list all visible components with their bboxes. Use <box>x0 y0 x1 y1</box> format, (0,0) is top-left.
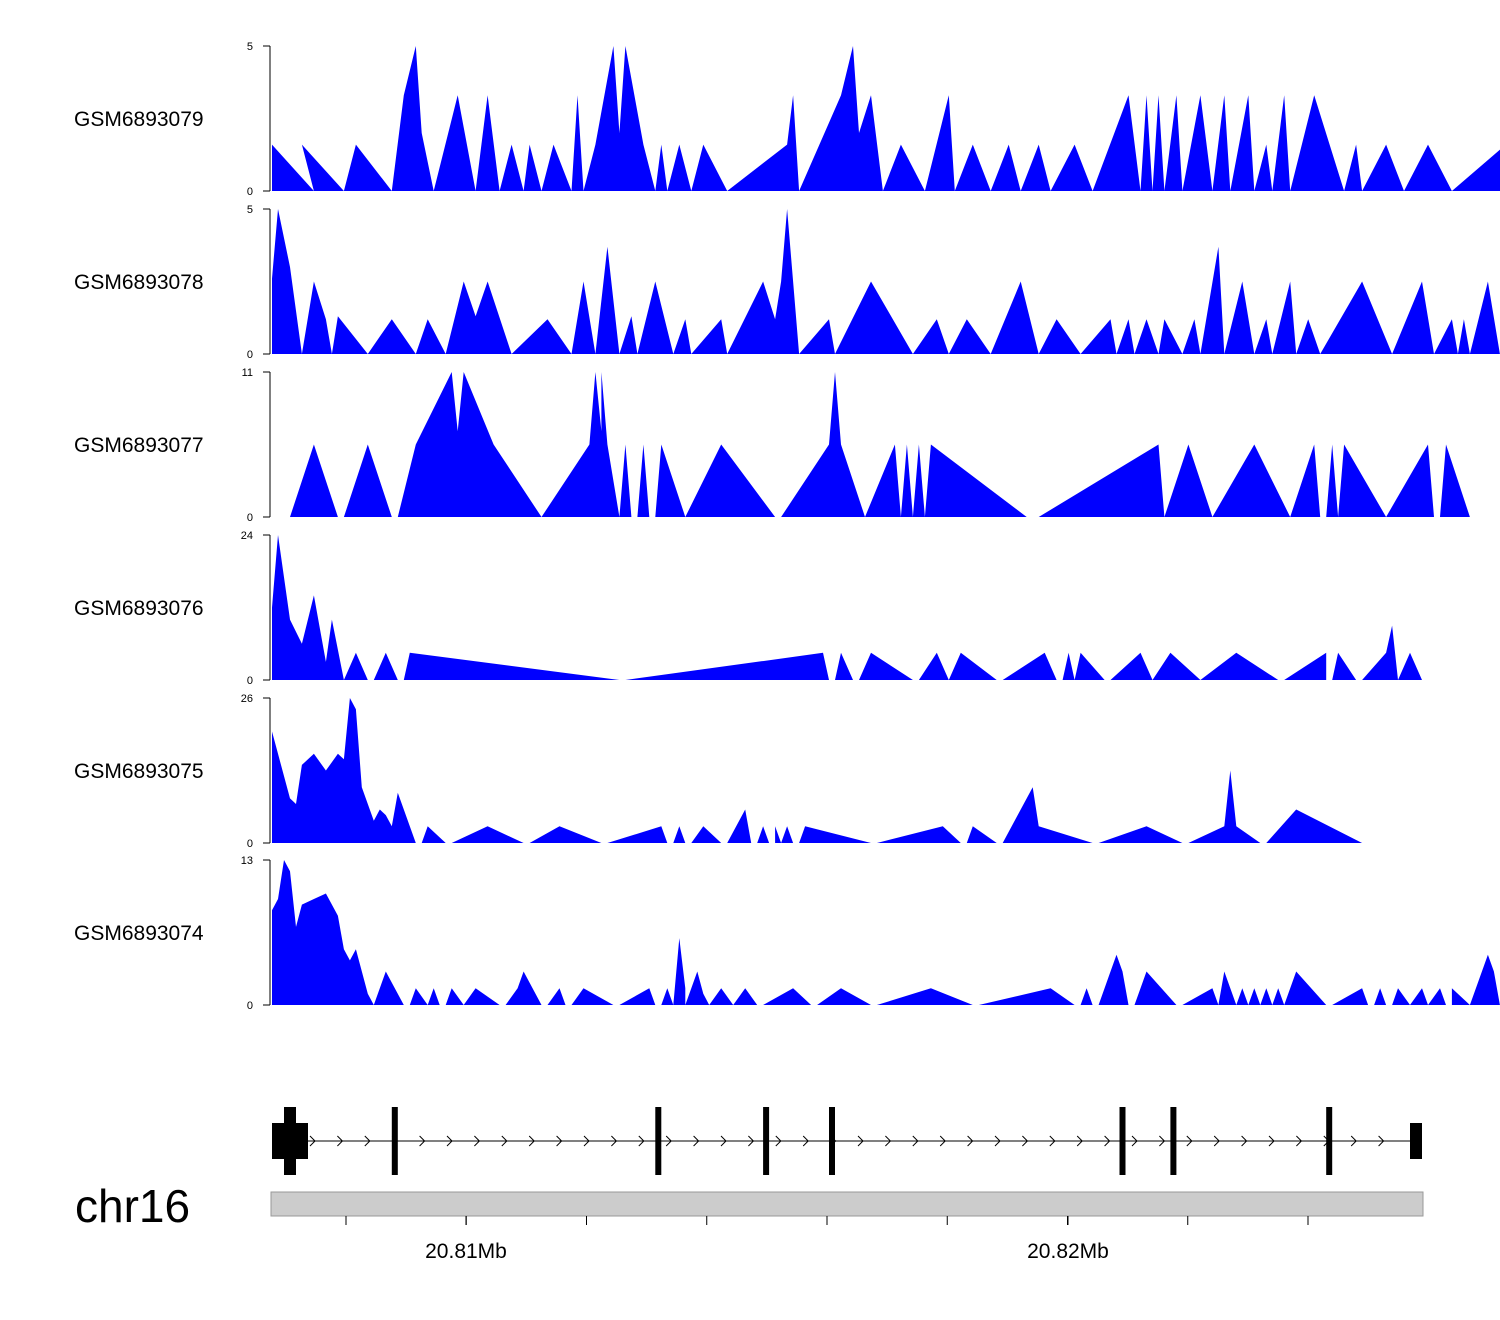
track-GSM6893077: GSM6893077 11 0 <box>74 367 1470 524</box>
strand-arrow <box>528 1135 535 1147</box>
strand-arrow <box>994 1135 1001 1147</box>
coverage-area-GSM6893077 <box>290 372 1470 517</box>
gene-model-track <box>272 1107 1422 1175</box>
exon-cds <box>655 1107 662 1175</box>
exon-cds <box>1170 1107 1177 1175</box>
track-label: GSM6893079 <box>74 108 204 131</box>
track-GSM6893075: GSM6893075 26 0 <box>74 693 1363 850</box>
strand-arrow <box>583 1135 590 1147</box>
track-GSM6893079: GSM6893079 5 0 <box>74 41 1500 198</box>
y-tick-label-min: 0 <box>247 675 253 687</box>
coverage-tracks: GSM689307950GSM689307850GSM6893077110GSM… <box>74 41 1500 1012</box>
strand-arrow <box>665 1135 672 1147</box>
strand-arrow <box>474 1135 481 1147</box>
strand-arrow <box>1268 1135 1275 1147</box>
strand-arrow <box>1159 1135 1166 1147</box>
coverage-area-GSM6893075 <box>272 698 1363 843</box>
coverage-area-GSM6893079 <box>272 46 1500 191</box>
strand-arrow <box>501 1135 508 1147</box>
exon-cds <box>391 1107 398 1175</box>
strand-arrow <box>720 1135 727 1147</box>
x-tick-label: 20.81Mb <box>425 1240 507 1263</box>
y-tick-label-min: 0 <box>247 512 253 524</box>
track-label: GSM6893078 <box>74 271 204 294</box>
strand-arrow <box>885 1135 892 1147</box>
y-tick-label-max: 24 <box>241 530 253 542</box>
strand-arrow <box>419 1135 426 1147</box>
strand-arrow <box>1241 1135 1248 1147</box>
strand-arrow <box>1131 1135 1138 1147</box>
track-label: GSM6893077 <box>74 434 204 457</box>
strand-arrow <box>802 1135 809 1147</box>
coverage-area-GSM6893076 <box>272 535 1422 680</box>
strand-arrow <box>748 1135 755 1147</box>
x-tick-label: 20.82Mb <box>1027 1240 1109 1263</box>
strand-arrow <box>611 1135 618 1147</box>
strand-arrow <box>1350 1135 1357 1147</box>
strand-arrow <box>1296 1135 1303 1147</box>
strand-arrow <box>693 1135 700 1147</box>
strand-arrow <box>1022 1135 1029 1147</box>
chromosome-label: chr16 <box>75 1180 190 1232</box>
y-tick-label-min: 0 <box>247 186 253 198</box>
strand-arrow <box>1213 1135 1220 1147</box>
exon-cds <box>284 1107 296 1175</box>
track-label: GSM6893074 <box>74 922 204 945</box>
strand-arrow <box>638 1135 645 1147</box>
y-tick-label-min: 0 <box>247 349 253 361</box>
x-axis-ticks: 20.81Mb 20.82Mb <box>345 1216 1309 1263</box>
strand-arrow <box>1076 1135 1083 1147</box>
y-tick-label-max: 26 <box>241 693 253 705</box>
exon-utr <box>1410 1123 1422 1159</box>
strand-arrow <box>556 1135 563 1147</box>
strand-arrow <box>912 1135 919 1147</box>
exon-utr <box>296 1123 308 1159</box>
y-tick-label-max: 11 <box>242 367 253 379</box>
exon-cds <box>763 1107 770 1175</box>
coverage-area-GSM6893074 <box>272 860 1500 1005</box>
strand-arrow <box>309 1135 316 1147</box>
strand-arrow <box>446 1135 453 1147</box>
track-GSM6893078: GSM6893078 5 0 <box>74 204 1500 361</box>
exon-utr <box>272 1123 284 1159</box>
chromosome-axis: chr16 20.81Mb 20.82Mb <box>75 1180 1424 1263</box>
y-tick-label-max: 5 <box>247 41 253 53</box>
y-tick-label-min: 0 <box>247 838 253 850</box>
y-tick-label-max: 5 <box>247 204 253 216</box>
exon-cds <box>1326 1107 1333 1175</box>
strand-arrow <box>857 1135 864 1147</box>
exon-cds <box>829 1107 835 1175</box>
strand-arrow <box>775 1135 782 1147</box>
strand-arrow <box>1049 1135 1056 1147</box>
coverage-area-GSM6893078 <box>272 209 1500 354</box>
track-label: GSM6893076 <box>74 597 204 620</box>
strand-arrow <box>1378 1135 1385 1147</box>
strand-arrow <box>967 1135 974 1147</box>
track-GSM6893076: GSM6893076 24 0 <box>74 530 1422 687</box>
strand-arrow <box>337 1135 344 1147</box>
y-tick-label-max: 13 <box>241 855 253 867</box>
strand-arrow <box>364 1135 371 1147</box>
y-tick-label-min: 0 <box>247 1000 253 1012</box>
strand-arrow <box>1186 1135 1193 1147</box>
track-GSM6893074: GSM6893074 13 0 <box>74 855 1500 1012</box>
strand-arrow <box>1104 1135 1111 1147</box>
chromosome-region-bar <box>270 1191 1424 1217</box>
exon-cds <box>1119 1107 1126 1175</box>
strand-arrow <box>939 1135 946 1147</box>
track-label: GSM6893075 <box>74 760 204 783</box>
